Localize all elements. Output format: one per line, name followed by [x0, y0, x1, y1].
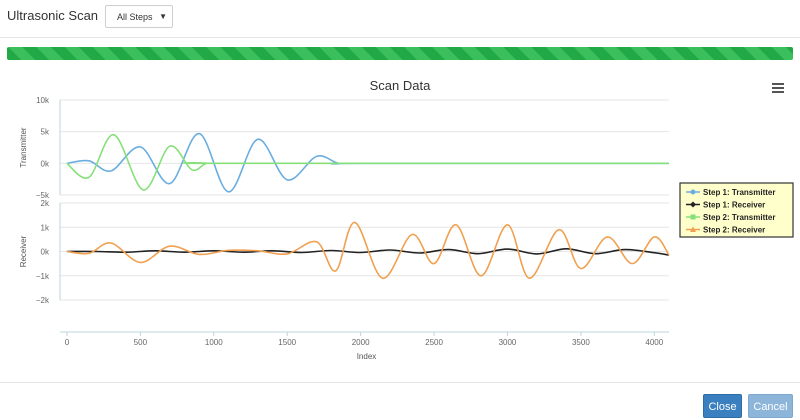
y-axis-label: Receiver	[19, 235, 28, 267]
legend-item[interactable]: Step 1: Transmitter	[686, 188, 775, 197]
legend-marker-square	[690, 214, 696, 220]
legend-label: Step 1: Transmitter	[703, 188, 775, 197]
y-tick-label: 0k	[41, 248, 50, 257]
y-tick-label: 2k	[41, 199, 50, 208]
progress-bar	[7, 47, 793, 60]
legend-item[interactable]: Step 2: Receiver	[686, 226, 765, 235]
y-tick-label: −5k	[36, 191, 50, 200]
x-tick-label: 3500	[572, 338, 590, 347]
series-line-step-2-receiver	[66, 221, 670, 279]
dialog-footer: Close Cancel	[0, 382, 800, 420]
y-axis-label: Transmitter	[19, 127, 28, 167]
y-tick-label: 1k	[41, 223, 50, 232]
legend-item[interactable]: Step 1: Receiver	[686, 201, 765, 210]
legend-label: Step 2: Receiver	[703, 226, 765, 235]
x-axis-label: Index	[357, 352, 377, 361]
x-tick-label: 1500	[278, 338, 296, 347]
legend-marker-circle	[690, 189, 696, 195]
dialog-title: Ultrasonic Scan	[7, 8, 99, 23]
dialog-header: Ultrasonic Scan All Steps ▼	[0, 0, 800, 38]
legend-label: Step 2: Transmitter	[703, 213, 775, 222]
y-tick-label: 10k	[36, 96, 50, 105]
y-tick-label: −1k	[36, 272, 50, 281]
legend-marker-diamond	[690, 201, 696, 208]
x-tick-label: 4000	[645, 338, 663, 347]
step-select-value: All Steps	[117, 12, 153, 22]
x-tick-label: 2000	[352, 338, 370, 347]
series-line-step-2-transmitter	[66, 134, 669, 191]
x-tick-label: 500	[134, 338, 148, 347]
menu-icon[interactable]	[772, 83, 784, 93]
series-line-step-1-receiver	[66, 247, 670, 256]
cancel-button[interactable]: Cancel	[748, 394, 793, 418]
x-tick-label: 0	[65, 338, 70, 347]
x-tick-label: 2500	[425, 338, 443, 347]
chevron-down-icon: ▼	[159, 12, 167, 21]
x-tick-label: 1000	[205, 338, 223, 347]
chart-title: Scan Data	[370, 78, 431, 93]
x-tick-label: 3000	[499, 338, 517, 347]
legend-label: Step 1: Receiver	[703, 201, 765, 210]
y-tick-label: −2k	[36, 296, 50, 305]
y-tick-label: 5k	[41, 128, 50, 137]
scan-chart: Scan Data 10k 5k 0k −5k Transmitter 2k 1k 0k −1k…	[19, 78, 794, 361]
legend-marker-triangle	[690, 226, 696, 232]
legend-item[interactable]: Step 2: Transmitter	[686, 213, 775, 222]
close-button[interactable]: Close	[703, 394, 742, 418]
step-select[interactable]: All Steps ▼	[105, 5, 173, 28]
y-tick-label: 0k	[41, 159, 50, 168]
